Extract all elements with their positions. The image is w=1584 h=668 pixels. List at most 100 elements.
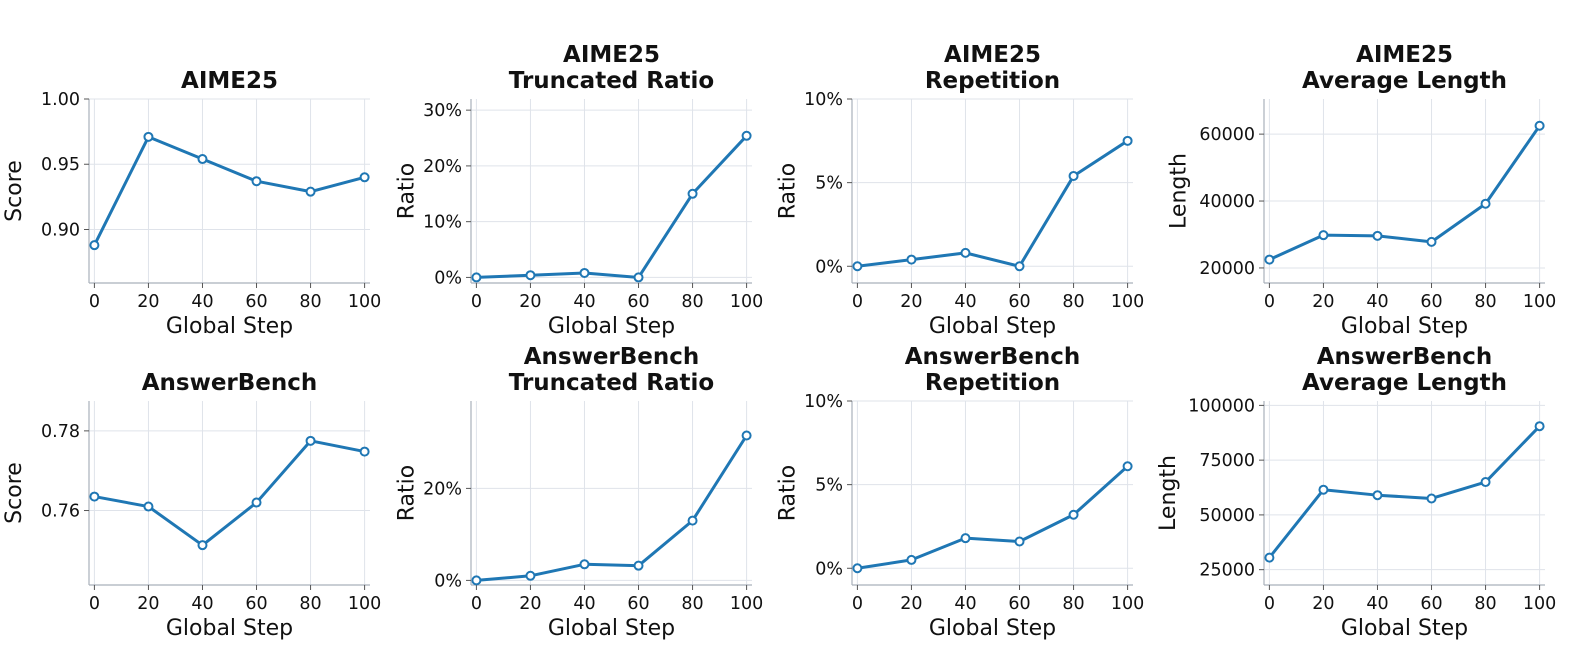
data-point [687, 515, 698, 526]
y-tick-label: 25000 [1199, 561, 1255, 581]
chart-panel-1: 0 20 40 60 80 100 0.90 0.95 1.00 AIME25 Global Ste… [2, 68, 381, 339]
data-point [1068, 509, 1079, 520]
x-axis-label: Global Step [548, 314, 675, 339]
x-tick-label: 20 [519, 292, 541, 312]
data-point [906, 554, 917, 565]
chart-title: AnswerBench [142, 370, 318, 396]
x-tick-label: 80 [1474, 594, 1496, 614]
y-tick-label: 0.76 [41, 502, 80, 522]
x-tick-label: 100 [730, 594, 763, 614]
x-tick-label: 80 [681, 292, 703, 312]
chart-title: AnswerBench Average Length [1302, 344, 1507, 396]
x-tick-label: 100 [348, 594, 381, 614]
y-tick-label: 60000 [1199, 125, 1255, 145]
x-axis-label: Global Step [548, 616, 675, 641]
data-point [1122, 461, 1133, 472]
chart-title: AIME25 [181, 68, 278, 94]
data-point [960, 533, 971, 544]
data-point [1318, 230, 1329, 241]
data-point [143, 501, 154, 512]
data-point [1068, 170, 1079, 181]
data-point [852, 261, 863, 272]
data-point [89, 491, 100, 502]
x-tick-label: 60 [245, 292, 267, 312]
data-point [471, 272, 482, 283]
data-point [471, 575, 482, 586]
y-axis-label: Length [1156, 455, 1181, 531]
x-tick-label: 80 [1062, 292, 1084, 312]
x-tick-label: 0 [471, 292, 482, 312]
y-tick-label: 0% [815, 559, 843, 579]
x-tick-label: 80 [1062, 594, 1084, 614]
x-tick-label: 20 [1312, 292, 1334, 312]
x-tick-label: 60 [627, 594, 649, 614]
y-tick-label: 20% [423, 479, 462, 499]
chart-panel-6: 0 20 40 60 80 100 0% 20% AnswerBench Truncated Ra… [395, 344, 764, 641]
x-tick-label: 20 [137, 594, 159, 614]
x-tick-label: 60 [1008, 594, 1030, 614]
data-point [1372, 230, 1383, 241]
data-point [1426, 493, 1437, 504]
chart-panel-5: 0 20 40 60 80 100 0.76 0.78 AnswerBench Global St… [2, 370, 381, 641]
chart-title: AIME25 Repetition [925, 42, 1060, 94]
x-axis-label: Global Step [1341, 314, 1468, 339]
chart-title: AnswerBench Repetition [905, 344, 1081, 396]
y-tick-label: 50000 [1199, 506, 1255, 526]
y-tick-label: 10% [804, 392, 843, 412]
data-point [251, 176, 262, 187]
x-tick-label: 0 [89, 594, 100, 614]
data-point [525, 570, 536, 581]
data-point [89, 240, 100, 251]
data-point [633, 560, 644, 571]
x-tick-label: 100 [1111, 292, 1144, 312]
y-axis-label: Length [1167, 153, 1192, 229]
x-axis-label: Global Step [929, 314, 1056, 339]
series-line [857, 139, 1129, 268]
data-point [687, 188, 698, 199]
data-point [305, 435, 316, 446]
y-tick-label: 1.00 [41, 90, 80, 110]
x-tick-label: 60 [627, 292, 649, 312]
y-axis-label: Score [2, 160, 27, 222]
x-tick-label: 100 [348, 292, 381, 312]
data-point [579, 559, 590, 570]
series-line [1268, 124, 1541, 261]
y-axis-label: Ratio [776, 163, 801, 219]
chart-panel-8: 0 20 40 60 80 100 25000 50000 75000 100000 AnswerB… [1156, 344, 1556, 641]
x-tick-label: 40 [573, 292, 595, 312]
data-point [1372, 490, 1383, 501]
x-axis-label: Global Step [166, 314, 293, 339]
x-tick-label: 0 [89, 292, 100, 312]
chart-panel-3: 0 20 40 60 80 100 0% 5% 10% AIME25 Repetition Globa… [776, 42, 1145, 339]
y-axis-label: Ratio [776, 465, 801, 521]
x-tick-label: 100 [1523, 292, 1556, 312]
x-tick-label: 20 [137, 292, 159, 312]
series-line [93, 135, 365, 246]
x-tick-label: 40 [573, 594, 595, 614]
x-tick-label: 20 [900, 594, 922, 614]
y-tick-label: 0.78 [41, 422, 80, 442]
data-point [1480, 198, 1491, 209]
series-line [857, 465, 1129, 570]
x-axis-label: Global Step [1341, 616, 1468, 641]
x-tick-label: 60 [245, 594, 267, 614]
data-point [197, 540, 208, 551]
x-tick-label: 20 [1312, 594, 1334, 614]
x-tick-label: 100 [1111, 594, 1144, 614]
y-axis-label: Score [2, 462, 27, 524]
x-tick-label: 40 [954, 594, 976, 614]
data-point [1426, 236, 1437, 247]
data-point [1318, 484, 1329, 495]
x-tick-label: 0 [852, 292, 863, 312]
data-point [305, 186, 316, 197]
data-point [1014, 536, 1025, 547]
data-point [1014, 261, 1025, 272]
y-tick-label: 0% [434, 571, 462, 591]
data-point [1264, 552, 1275, 563]
data-point [197, 154, 208, 165]
y-tick-label: 30% [423, 101, 462, 121]
y-tick-label: 10% [804, 90, 843, 110]
x-tick-label: 80 [299, 594, 321, 614]
y-tick-label: 20% [423, 157, 462, 177]
